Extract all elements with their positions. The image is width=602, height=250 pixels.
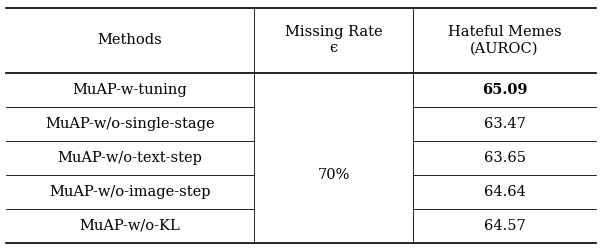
Text: 63.65: 63.65 <box>483 151 526 165</box>
Text: Methods: Methods <box>98 34 163 48</box>
Text: MuAP-w/o-KL: MuAP-w/o-KL <box>79 218 180 232</box>
Text: MuAP-w-tuning: MuAP-w-tuning <box>72 83 187 97</box>
Text: 64.64: 64.64 <box>483 185 526 199</box>
Text: 70%: 70% <box>317 168 350 182</box>
Text: Hateful Memes
(AUROC): Hateful Memes (AUROC) <box>448 25 561 56</box>
Text: Missing Rate
ϵ: Missing Rate ϵ <box>285 25 382 56</box>
Text: MuAP-w/o-image-step: MuAP-w/o-image-step <box>49 185 211 199</box>
Text: 65.09: 65.09 <box>482 83 527 97</box>
Text: MuAP-w/o-text-step: MuAP-w/o-text-step <box>57 151 202 165</box>
Text: 63.47: 63.47 <box>483 117 526 131</box>
Text: 64.57: 64.57 <box>483 218 526 232</box>
Text: MuAP-w/o-single-stage: MuAP-w/o-single-stage <box>45 117 215 131</box>
